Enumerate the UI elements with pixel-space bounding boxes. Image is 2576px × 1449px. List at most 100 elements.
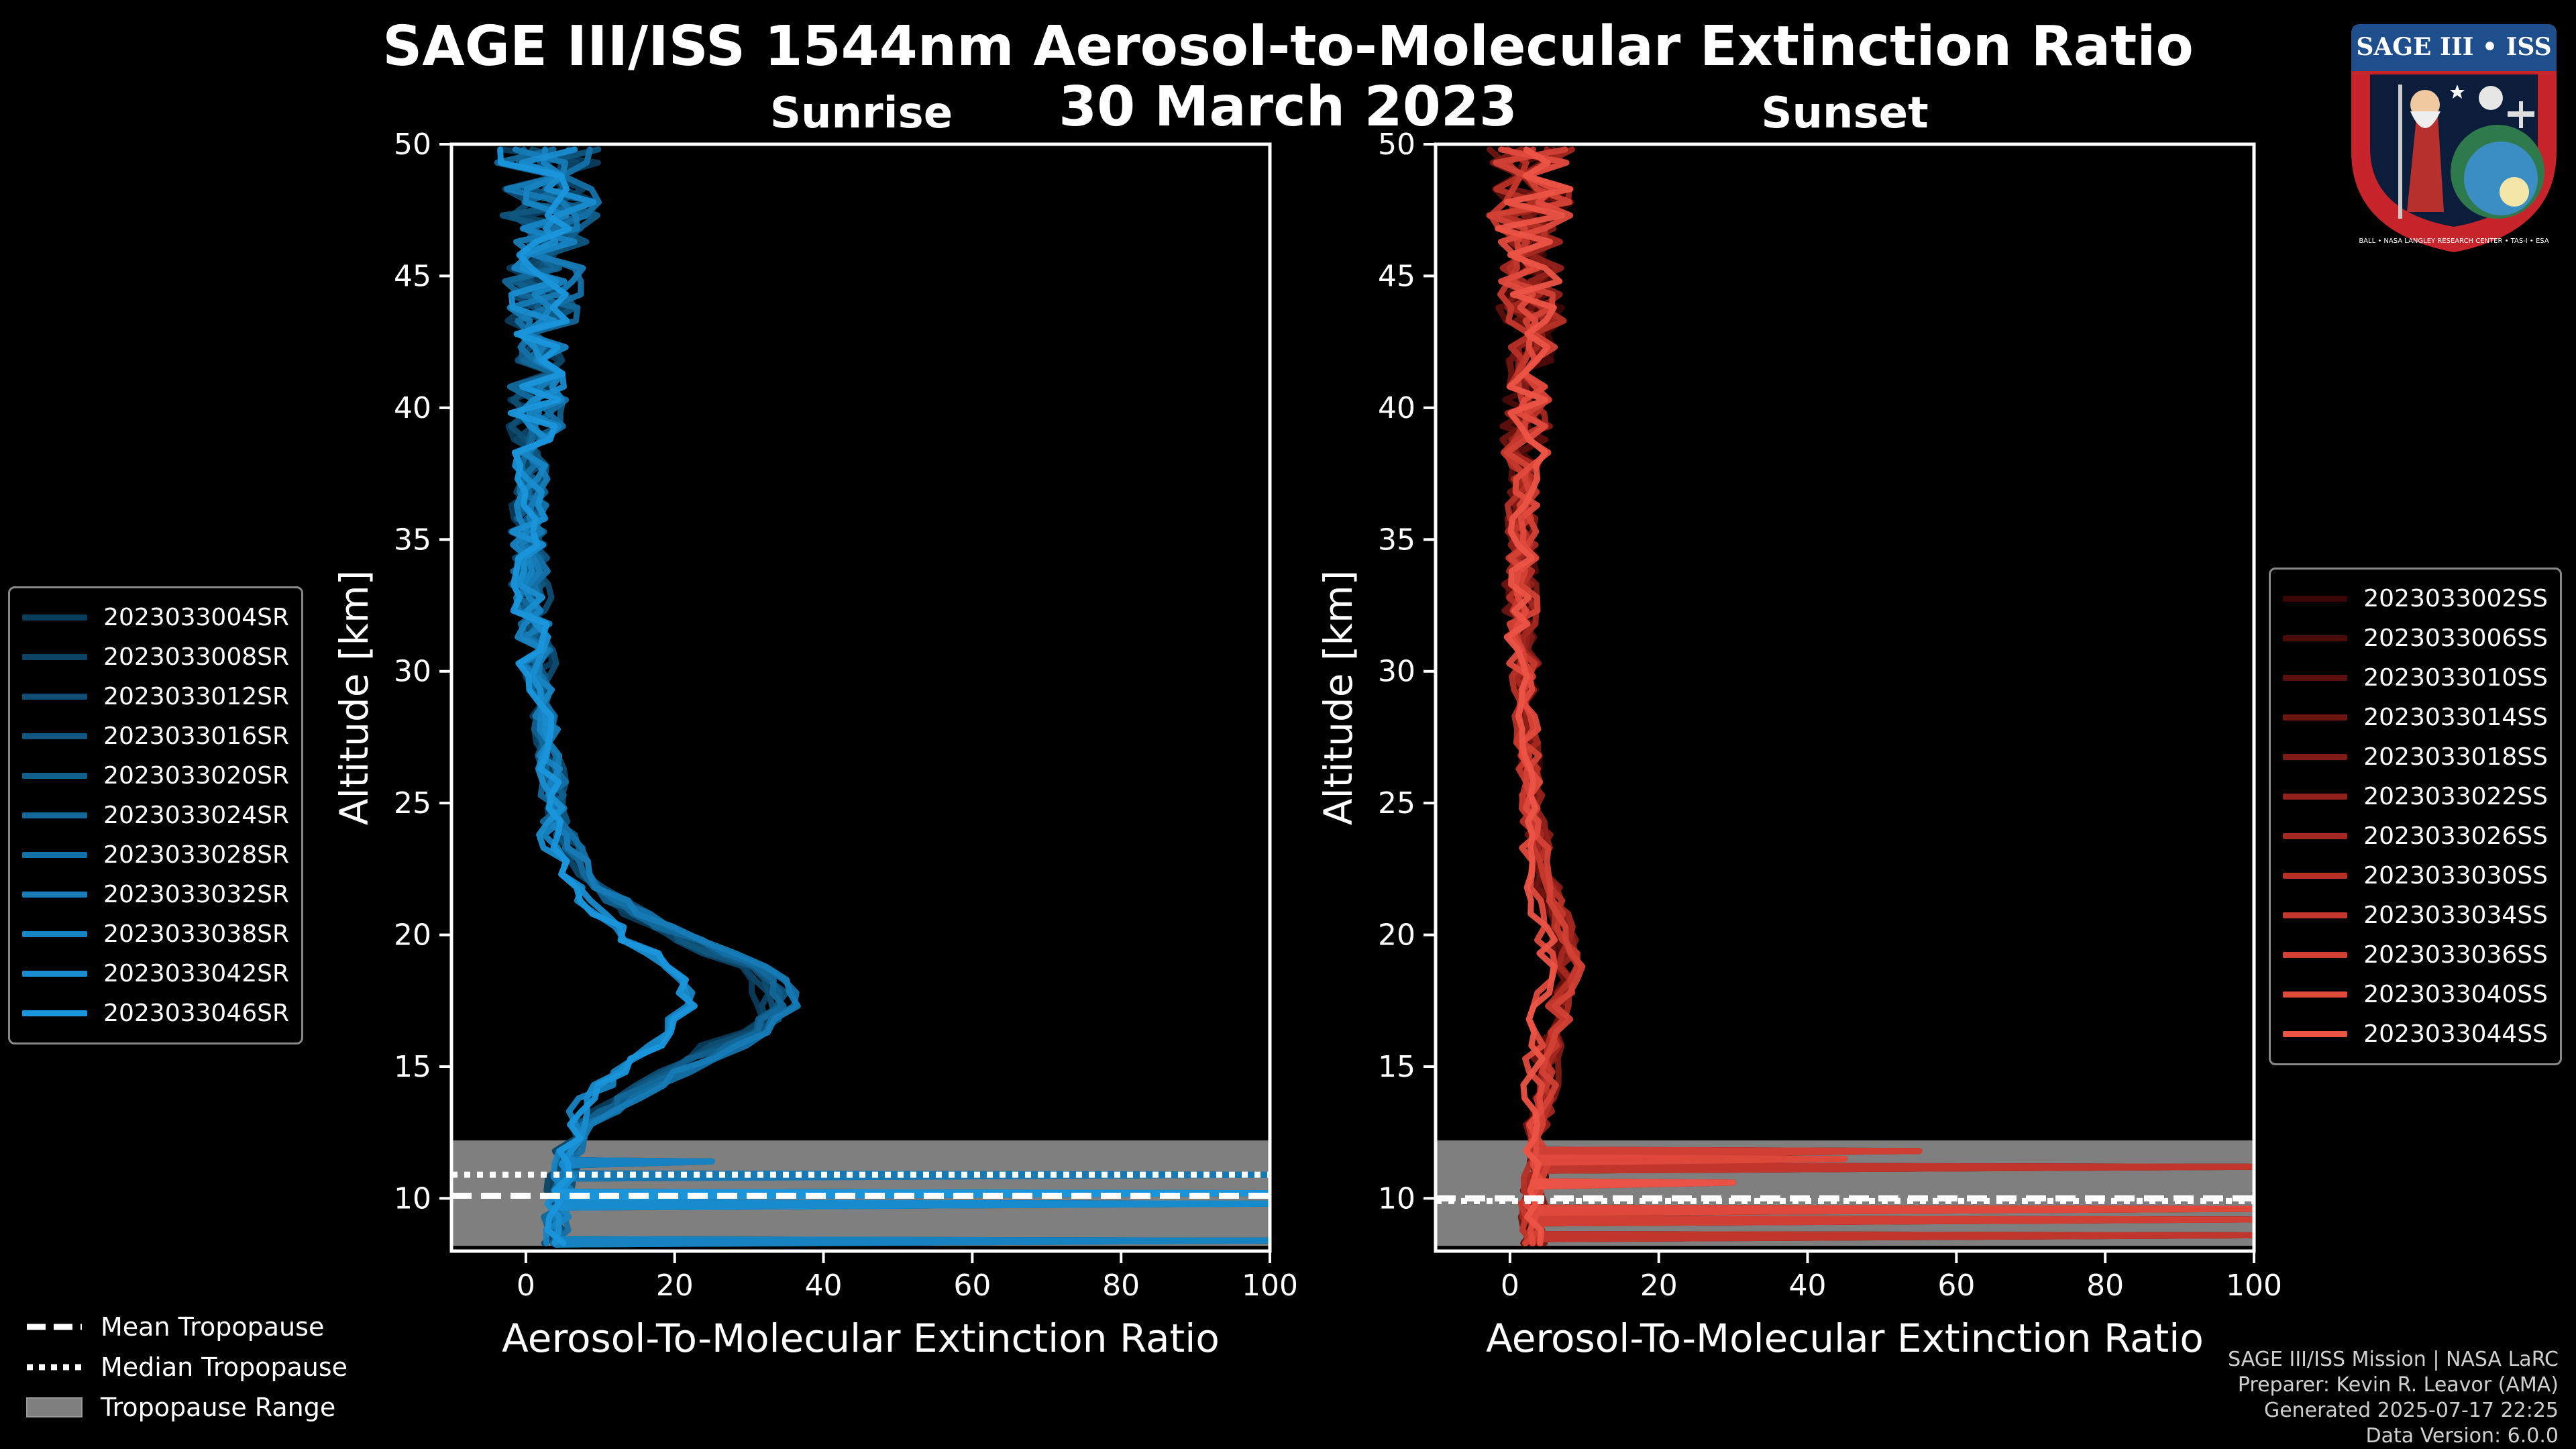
legend-swatch-icon [22, 654, 88, 660]
legend-swatch-icon [2283, 754, 2348, 760]
sunset-series-line [1489, 146, 2254, 1246]
sunrise-legend-item: 2023033046SR [22, 994, 289, 1033]
sunrise-legend-label: 2023033024SR [103, 802, 289, 829]
sunset-legend-label: 2023033044SS [2363, 1020, 2548, 1048]
sunset-series-line [1492, 146, 2254, 1246]
sunrise-x-tick-label: 100 [1242, 1269, 1298, 1303]
sunrise-y-tick-label: 40 [394, 391, 431, 425]
sunset-legend-item: 2023033044SS [2283, 1014, 2548, 1054]
sunrise-y-tick-label: 20 [394, 918, 431, 953]
sunrise-y-tick-label: 45 [394, 259, 431, 293]
legend-swatch-icon [22, 733, 88, 739]
legend-swatch-icon [22, 971, 88, 977]
legend-swatch-icon [2283, 952, 2348, 958]
sunset-legend-label: 2023033006SS [2363, 625, 2548, 652]
sunset-legend-label: 2023033036SS [2363, 941, 2548, 969]
sunset-axes-frame [1434, 142, 2256, 1253]
sunrise-x-axis-label: Aerosol-To-Molecular Extinction Ratio [502, 1316, 1220, 1361]
legend-swatch-icon [22, 812, 88, 818]
sunset-y-tick-label: 25 [1378, 786, 1415, 820]
figure-date: 30 March 2023 [1059, 75, 1517, 139]
sunset-legend-label: 2023033040SS [2363, 981, 2548, 1008]
sunset-series-line [1499, 146, 2254, 1246]
sunrise-legend-label: 2023033038SR [103, 920, 289, 948]
sunrise-series-line [497, 146, 1270, 1246]
sunset-y-tick-label: 30 [1378, 655, 1415, 689]
sunset-x-tick-label: 0 [1501, 1269, 1519, 1303]
sunset-x-tick-label: 60 [1937, 1269, 1975, 1303]
legend-swatch-icon [22, 892, 88, 898]
sunset-x-tick-label: 20 [1640, 1269, 1678, 1303]
sunset-legend-item: 2023033022SS [2283, 777, 2548, 816]
sunrise-y-tick-label: 25 [394, 786, 431, 820]
legend-range-label: Tropopause Range [101, 1393, 336, 1422]
legend-swatch-icon [22, 614, 88, 621]
sunrise-legend-label: 2023033020SR [103, 762, 289, 790]
sunrise-legend-label: 2023033016SR [103, 722, 289, 750]
credit-version: Data Version: 6.0.0 [2365, 1424, 2559, 1448]
sunrise-legend: 2023033004SR 2023033008SR 2023033012SR 2023… [8, 586, 303, 1044]
logo-ring-text: BALL • NASA LANGLEY RESEARCH CENTER • TA… [2359, 237, 2549, 245]
sunrise-y-tick-label: 30 [394, 655, 431, 689]
sunrise-legend-item: 2023033038SR [22, 914, 289, 954]
legend-swatch-icon [22, 1010, 88, 1016]
credits: SAGE III/ISS Mission | NASA LaRC Prepare… [2228, 1347, 2559, 1449]
sunrise-y-tick-label: 50 [394, 127, 431, 162]
sunset-x-tick-label: 100 [2226, 1269, 2282, 1303]
sunset-legend-label: 2023033010SS [2363, 664, 2548, 692]
gray-band-icon [26, 1397, 83, 1417]
sunrise-legend-label: 2023033028SR [103, 841, 289, 869]
legend-swatch-icon [2283, 794, 2348, 800]
legend-swatch-icon [2283, 635, 2348, 641]
sunset-y-tick-label: 20 [1378, 918, 1415, 953]
sunrise-x-tick-label: 80 [1102, 1269, 1140, 1303]
sunrise-y-axis-label: Altitude [km] [331, 570, 377, 825]
sunset-x-axis-label: Aerosol-To-Molecular Extinction Ratio [1486, 1316, 2204, 1361]
sunset-legend-item: 2023033014SS [2283, 698, 2548, 737]
sunset-series-line [1498, 146, 2254, 1246]
sunset-legend-label: 2023033002SS [2363, 585, 2548, 612]
sunset-legend-label: 2023033034SS [2363, 902, 2548, 929]
sunset-legend-label: 2023033026SS [2363, 822, 2548, 850]
sunset-y-tick-label: 45 [1378, 259, 1415, 293]
sunset-legend-label: 2023033018SS [2363, 743, 2548, 771]
sunset-series-line [1495, 146, 1737, 1246]
sunset-y-tick-label: 35 [1378, 523, 1415, 557]
legend-swatch-icon [22, 852, 88, 858]
sunrise-axes-frame [449, 142, 1272, 1253]
sunset-legend-item: 2023033030SS [2283, 856, 2548, 896]
sunset-y-tick-label: 50 [1378, 127, 1415, 162]
credit-preparer: Preparer: Kevin R. Leavor (AMA) [2237, 1373, 2559, 1397]
sunrise-x-tick-label: 60 [953, 1269, 991, 1303]
sunrise-legend-label: 2023033032SR [103, 881, 289, 908]
legend-swatch-icon [2283, 912, 2348, 918]
legend-swatch-icon [22, 931, 88, 937]
legend-swatch-icon [2283, 833, 2348, 839]
sunset-x-tick-label: 80 [2086, 1269, 2124, 1303]
logo-top-text: SAGE III • ISS [2356, 33, 2551, 61]
sunrise-x-tick-label: 0 [517, 1269, 535, 1303]
sunset-y-axis-label: Altitude [km] [1316, 570, 1361, 825]
sunset-profiles [1486, 146, 2254, 1246]
sunrise-legend-item: 2023033008SR [22, 637, 289, 677]
credit-mission: SAGE III/ISS Mission | NASA LaRC [2228, 1348, 2559, 1371]
credit-generated: Generated 2025-07-17 22:25 [2263, 1399, 2559, 1422]
sunset-y-tick-label: 15 [1378, 1050, 1415, 1084]
sunrise-legend-item: 2023033024SR [22, 796, 289, 835]
sunrise-legend-item: 2023033042SR [22, 954, 289, 994]
sunset-legend-item: 2023033034SS [2283, 896, 2548, 935]
sunrise-title: Sunrise [769, 89, 953, 138]
sunrise-legend-label: 2023033004SR [103, 604, 289, 631]
legend-swatch-icon [2283, 714, 2348, 720]
sunset-x-tick-label: 40 [1789, 1269, 1827, 1303]
sunset-legend-item: 2023033040SS [2283, 975, 2548, 1014]
sunset-legend-item: 2023033036SS [2283, 935, 2548, 975]
sunrise-x-tick-label: 40 [805, 1269, 843, 1303]
legend-swatch-icon [22, 694, 88, 700]
legend-swatch-icon [22, 773, 88, 779]
sunset-legend-item: 2023033006SS [2283, 619, 2548, 658]
sunset-series-line [1486, 146, 2254, 1246]
legend-mean-tropopause: Mean Tropopause [24, 1307, 347, 1347]
